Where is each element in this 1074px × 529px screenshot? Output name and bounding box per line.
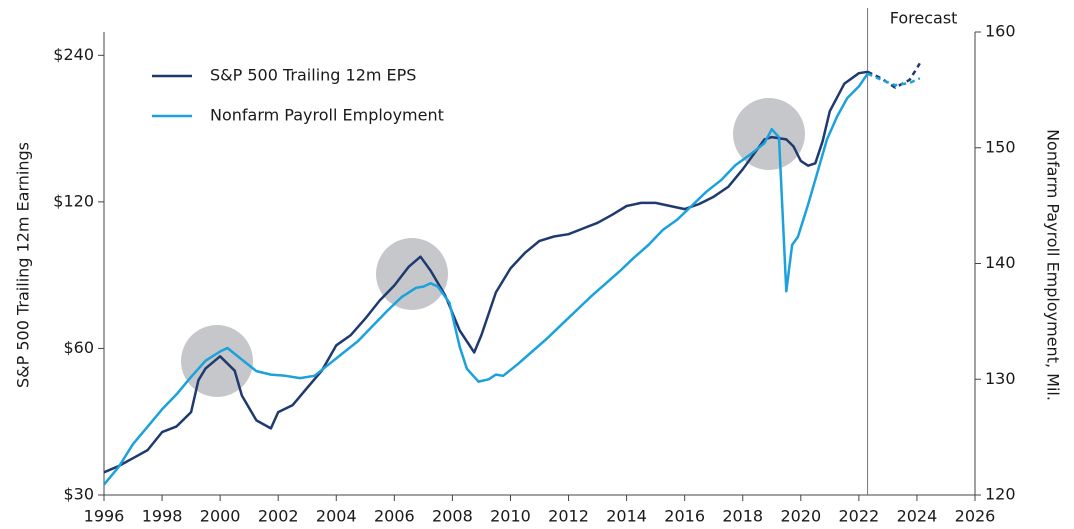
y-tick-label: $60: [63, 338, 94, 357]
y-tick-label: $120: [53, 191, 94, 210]
x-tick-label: 2014: [606, 507, 647, 526]
x-tick-label: 2010: [490, 507, 531, 526]
y2-tick-label: 150: [985, 137, 1016, 156]
y2-tick-label: 140: [985, 253, 1016, 272]
x-tick-label: 2020: [780, 507, 821, 526]
y2-axis-title: Nonfarm Payroll Employment, Mil.: [1044, 129, 1063, 401]
x-tick-label: 2006: [374, 507, 415, 526]
x-tick-label: 2016: [664, 507, 705, 526]
forecast-line-series: [867, 62, 921, 89]
y-axis-title: S&P 500 Trailing 12m Earnings: [14, 142, 33, 388]
line-series: [103, 72, 869, 486]
y-tick-label: $240: [53, 45, 94, 64]
x-tick-label: 1996: [84, 507, 125, 526]
y-tick-label: $30: [63, 485, 94, 504]
line-series: [103, 70, 868, 474]
x-tick-label: 2008: [432, 507, 473, 526]
x-tick-label: 2024: [897, 507, 938, 526]
x-tick-label: 2004: [316, 507, 357, 526]
y2-tick-label: 130: [985, 369, 1016, 388]
x-tick-label: 2018: [722, 507, 763, 526]
x-tick-label: 2000: [200, 507, 241, 526]
x-tick-label: 2022: [839, 507, 880, 526]
forecast-label: Forecast: [890, 9, 958, 28]
x-tick-label: 2002: [258, 507, 299, 526]
y2-tick-label: 120: [985, 485, 1016, 504]
y2-tick-label: 160: [985, 22, 1016, 41]
x-tick-label: 2026: [955, 507, 996, 526]
x-tick-label: 2012: [548, 507, 589, 526]
legend-label: Nonfarm Payroll Employment: [210, 106, 444, 125]
legend-label: S&P 500 Trailing 12m EPS: [210, 66, 416, 85]
forecast-line-series: [867, 72, 921, 87]
x-tick-label: 1998: [142, 507, 183, 526]
highlight-circle: [376, 238, 448, 310]
